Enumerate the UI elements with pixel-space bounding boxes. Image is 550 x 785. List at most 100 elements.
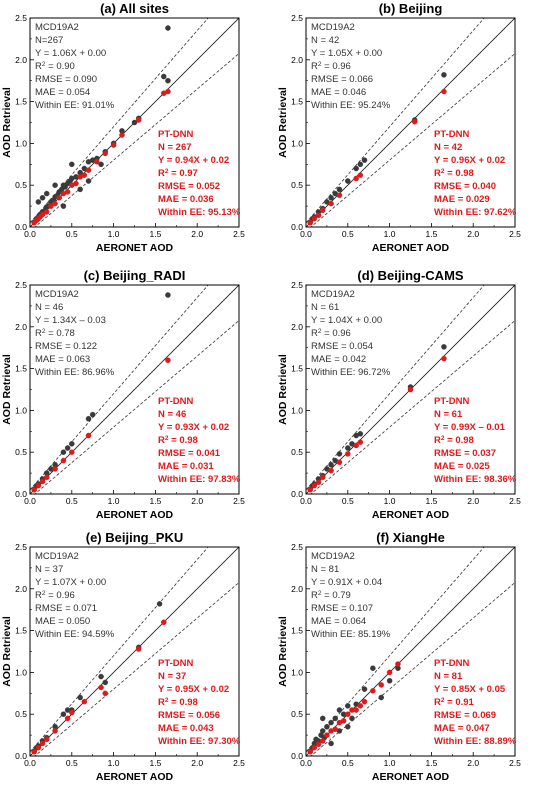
series-pt-dnn	[307, 355, 447, 493]
data-point	[165, 357, 171, 363]
data-point	[98, 684, 104, 691]
x-tick-label: 0.0	[24, 229, 36, 239]
mcd19a2-stat: MAE = 0.063	[35, 354, 90, 365]
chart-panel-0: (a) All sites 0.0 0.5 1.0 1.5 2.0 2.5 0.0 0.5 1.0…	[1, 1, 245, 254]
y-axis-label: AOD Retrieval	[277, 354, 289, 425]
data-point	[43, 209, 50, 215]
data-point	[161, 619, 167, 625]
ee-lower-line	[34, 320, 239, 494]
panel-title: (b) Beijing	[379, 1, 443, 16]
y-axis-label: AOD Retrieval	[277, 87, 289, 158]
pt-dnn-stat: PT-DNN	[158, 396, 194, 407]
pt-dnn-stat: RMSE = 0.056	[158, 710, 220, 721]
pt-dnn-stat: N = 61	[434, 409, 463, 420]
data-point	[98, 673, 104, 680]
mcd19a2-stat: Within EE: 86.96%	[35, 367, 115, 378]
pt-dnn-stat: PT-DNN	[158, 658, 194, 669]
data-point	[319, 715, 326, 722]
pt-dnn-stat: PT-DNN	[158, 129, 194, 140]
mcd19a2-stat: N = 42	[311, 35, 339, 46]
panel-title: (d) Beijing-CAMS	[357, 268, 463, 283]
pt-dnn-stat: MAE = 0.029	[434, 194, 490, 205]
mcd19a2-stat: Within EE: 94.59%	[35, 629, 115, 640]
data-point	[31, 487, 37, 493]
data-point	[307, 487, 313, 493]
pt-dnn-stat: Within EE: 97.83%	[158, 474, 241, 485]
data-point	[110, 142, 117, 148]
data-point	[56, 194, 63, 201]
mcd19a2-stat: R2 = 0.90	[35, 61, 75, 73]
y-axis-label: AOD Retrieval	[277, 616, 289, 687]
pt-dnn-stat: Within EE: 95.13%	[158, 207, 241, 218]
data-point	[315, 741, 322, 748]
data-point	[370, 688, 376, 694]
mcd19a2-stat: Y = 0.91X + 0.04	[311, 577, 382, 588]
reference-lines	[30, 547, 239, 756]
y-axis-label: AOD Retrieval	[1, 354, 13, 425]
x-tick-label: 0.0	[300, 229, 312, 239]
mcd19a2-stat: RMSE = 0.066	[311, 74, 373, 85]
y-axis-label: AOD Retrieval	[1, 87, 13, 158]
data-point	[69, 709, 75, 716]
data-point	[52, 466, 58, 472]
pt-dnn-stat: Y = 0.85X + 0.05	[434, 684, 506, 695]
data-point	[378, 682, 384, 688]
x-tick-label: 0.0	[24, 758, 36, 768]
y-tick-label: 1.0	[15, 405, 27, 415]
x-tick-label: 1.5	[149, 758, 161, 768]
data-point	[336, 459, 343, 465]
x-tick-label: 0.5	[342, 496, 354, 506]
mcd19a2-stat: MCD19A2	[311, 289, 355, 300]
mcd19a2-stat: R2 = 0.79	[311, 590, 351, 602]
data-point	[31, 749, 37, 755]
data-point	[336, 451, 343, 457]
mcd19a2-stat: MAE = 0.050	[35, 616, 90, 627]
y-tick-label: 2.5	[15, 13, 27, 23]
x-tick-label: 0.5	[66, 496, 78, 506]
data-point	[131, 119, 138, 126]
pt-dnn-stat: R2 = 0.98	[434, 168, 474, 180]
data-point	[311, 744, 318, 751]
x-axis-label: AERONET AOD	[372, 509, 450, 521]
x-tick-label: 1.5	[425, 496, 437, 506]
x-tick-label: 2.0	[191, 496, 203, 506]
x-tick-label: 2.5	[233, 229, 245, 239]
data-point	[102, 690, 108, 697]
pt-dnn-stat: RMSE = 0.069	[434, 710, 496, 721]
data-point	[35, 744, 42, 751]
x-tick-label: 1.0	[384, 229, 396, 239]
x-tick-label: 1.0	[384, 758, 396, 768]
x-tick-label: 1.0	[384, 496, 396, 506]
y-tick-label: 0.0	[15, 489, 27, 499]
pt-dnn-stat: Y = 0.95X + 0.02	[158, 684, 229, 695]
data-point	[349, 715, 355, 722]
data-point	[69, 161, 75, 168]
mcd19a2-stat: N = 37	[35, 564, 63, 575]
mcd19a2-stat: MAE = 0.042	[311, 354, 366, 365]
data-point	[319, 728, 326, 734]
data-point	[85, 167, 92, 173]
y-tick-label: 2.5	[15, 280, 27, 290]
y-tick-label: 2.5	[15, 542, 27, 552]
mcd19a2-stat: RMSE = 0.107	[311, 603, 373, 614]
mcd19a2-stat: R2 = 0.96	[35, 590, 75, 602]
ee-upper-line	[30, 285, 209, 491]
mcd19a2-stat: R2 = 0.78	[35, 328, 75, 340]
data-point	[357, 172, 364, 178]
mcd19a2-stat: N = 81	[311, 564, 339, 575]
data-point	[60, 203, 67, 209]
data-point	[353, 442, 359, 449]
data-point	[102, 150, 108, 157]
x-tick-label: 2.0	[191, 758, 203, 768]
pt-dnn-stat: RMSE = 0.041	[158, 448, 221, 459]
panel-title: (c) Beijing_RADI	[84, 268, 186, 283]
y-tick-label: 1.5	[15, 97, 27, 107]
y-tick-label: 2.0	[15, 584, 27, 594]
ee-upper-line	[306, 285, 485, 491]
data-point	[135, 117, 142, 123]
data-point	[328, 467, 334, 474]
data-point	[361, 698, 368, 705]
mcd19a2-stat: Y = 1.04X + 0.00	[311, 315, 382, 326]
y-tick-label: 1.5	[291, 97, 303, 107]
